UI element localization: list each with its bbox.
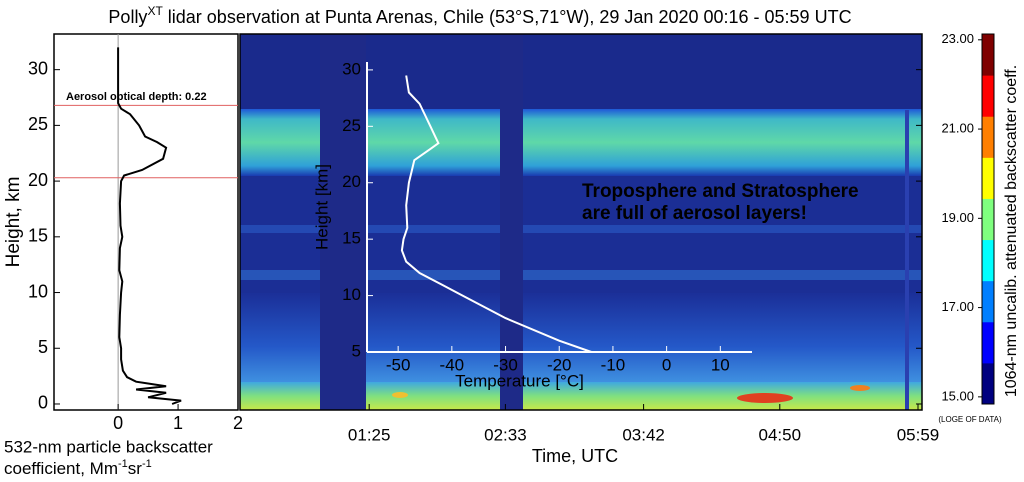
- y-tick-label: 20: [28, 170, 48, 190]
- colorbar-note: (LOGE OF DATA): [938, 415, 1002, 424]
- y-tick-label: 30: [28, 58, 48, 78]
- y-tick-label: 10: [28, 281, 48, 301]
- colorbar-swatch: [982, 239, 994, 282]
- x-tick-label: 05:59: [897, 425, 940, 444]
- colorbar-swatch: [982, 362, 994, 405]
- plot-frame: [53, 33, 239, 411]
- x-tick-label: 0: [662, 355, 671, 374]
- x-tick-label: -30: [493, 355, 518, 374]
- x-axis-label: Temperature [°C]: [455, 371, 584, 390]
- colorbar-swatch: [982, 34, 994, 76]
- x-axis-label-part: -1: [118, 458, 128, 470]
- y-tick-label: 15: [28, 226, 48, 246]
- colorbar-tick-label: 23.00: [941, 31, 974, 46]
- x-tick-label: 03:42: [622, 425, 665, 444]
- title-sup: XT: [147, 4, 163, 18]
- y-tick-label: 0: [38, 393, 48, 413]
- annotation: are full of aerosol layers!: [582, 203, 807, 224]
- colorbar-swatch: [982, 321, 994, 364]
- x-tick-label: -40: [440, 355, 465, 374]
- annotation: Troposphere and Stratosphere: [582, 181, 859, 202]
- colorbar-label: 1064-nm uncalib. attenuated backscatter …: [1003, 65, 1020, 397]
- y-tick-label: 25: [342, 116, 361, 135]
- x-tick-label: -20: [547, 355, 572, 374]
- title-main: Polly: [108, 7, 147, 27]
- colorbar-swatch: [982, 198, 994, 241]
- plot-frame: [239, 33, 923, 411]
- y-axis-label: Height [km]: [312, 164, 331, 250]
- y-tick-label: 5: [38, 337, 48, 357]
- y-tick-label: 15: [342, 229, 361, 248]
- annotation: Aerosol optical depth: 0.22: [66, 91, 207, 103]
- y-tick-label: 20: [342, 172, 361, 191]
- x-axis-label: 532-nm particle backscatter: [4, 437, 213, 456]
- x-tick-label: 1: [173, 413, 183, 433]
- x-tick-label: -50: [386, 355, 411, 374]
- colorbar-tick-label: 19.00: [941, 210, 974, 225]
- title-rest: lidar observation at Punta Arenas, Chile…: [163, 7, 852, 27]
- colorbar-tick-label: 17.00: [941, 299, 974, 314]
- x-tick-label: 01:25: [348, 425, 391, 444]
- y-tick-label: 5: [352, 341, 361, 360]
- x-axis-label: Time, UTC: [532, 446, 618, 466]
- x-tick-label: 10: [711, 355, 730, 374]
- title: PollyXT lidar observation at Punta Arena…: [108, 4, 851, 27]
- x-tick-label: 02:33: [484, 425, 527, 444]
- profile-line: [117, 47, 182, 405]
- colorbar-frame: [981, 33, 995, 405]
- y-tick-label: 30: [342, 59, 361, 78]
- colorbar-swatch: [982, 280, 994, 323]
- x-axis-label-part: sr: [128, 459, 143, 478]
- heatmap-image: [240, 34, 922, 410]
- x-axis-label: coefficient, Mm-1sr-1: [4, 458, 152, 479]
- colorbar-tick-label: 15.00: [941, 388, 974, 403]
- y-tick-label: 25: [28, 114, 48, 134]
- x-tick-label: 2: [233, 413, 243, 433]
- x-axis-label-part: coefficient, Mm: [4, 459, 118, 478]
- profile-line: [400, 75, 592, 353]
- y-axis-label: Height, km: [3, 177, 24, 268]
- colorbar-swatch: [982, 157, 994, 199]
- x-tick-label: -10: [601, 355, 626, 374]
- y-tick-label: 10: [342, 285, 361, 304]
- x-tick-label: 04:50: [759, 425, 802, 444]
- colorbar-swatch: [982, 75, 994, 117]
- colorbar-tick-label: 21.00: [941, 121, 974, 136]
- colorbar-swatch: [982, 116, 994, 158]
- x-tick-label: 0: [113, 413, 123, 433]
- x-axis-label-part: -1: [142, 458, 152, 470]
